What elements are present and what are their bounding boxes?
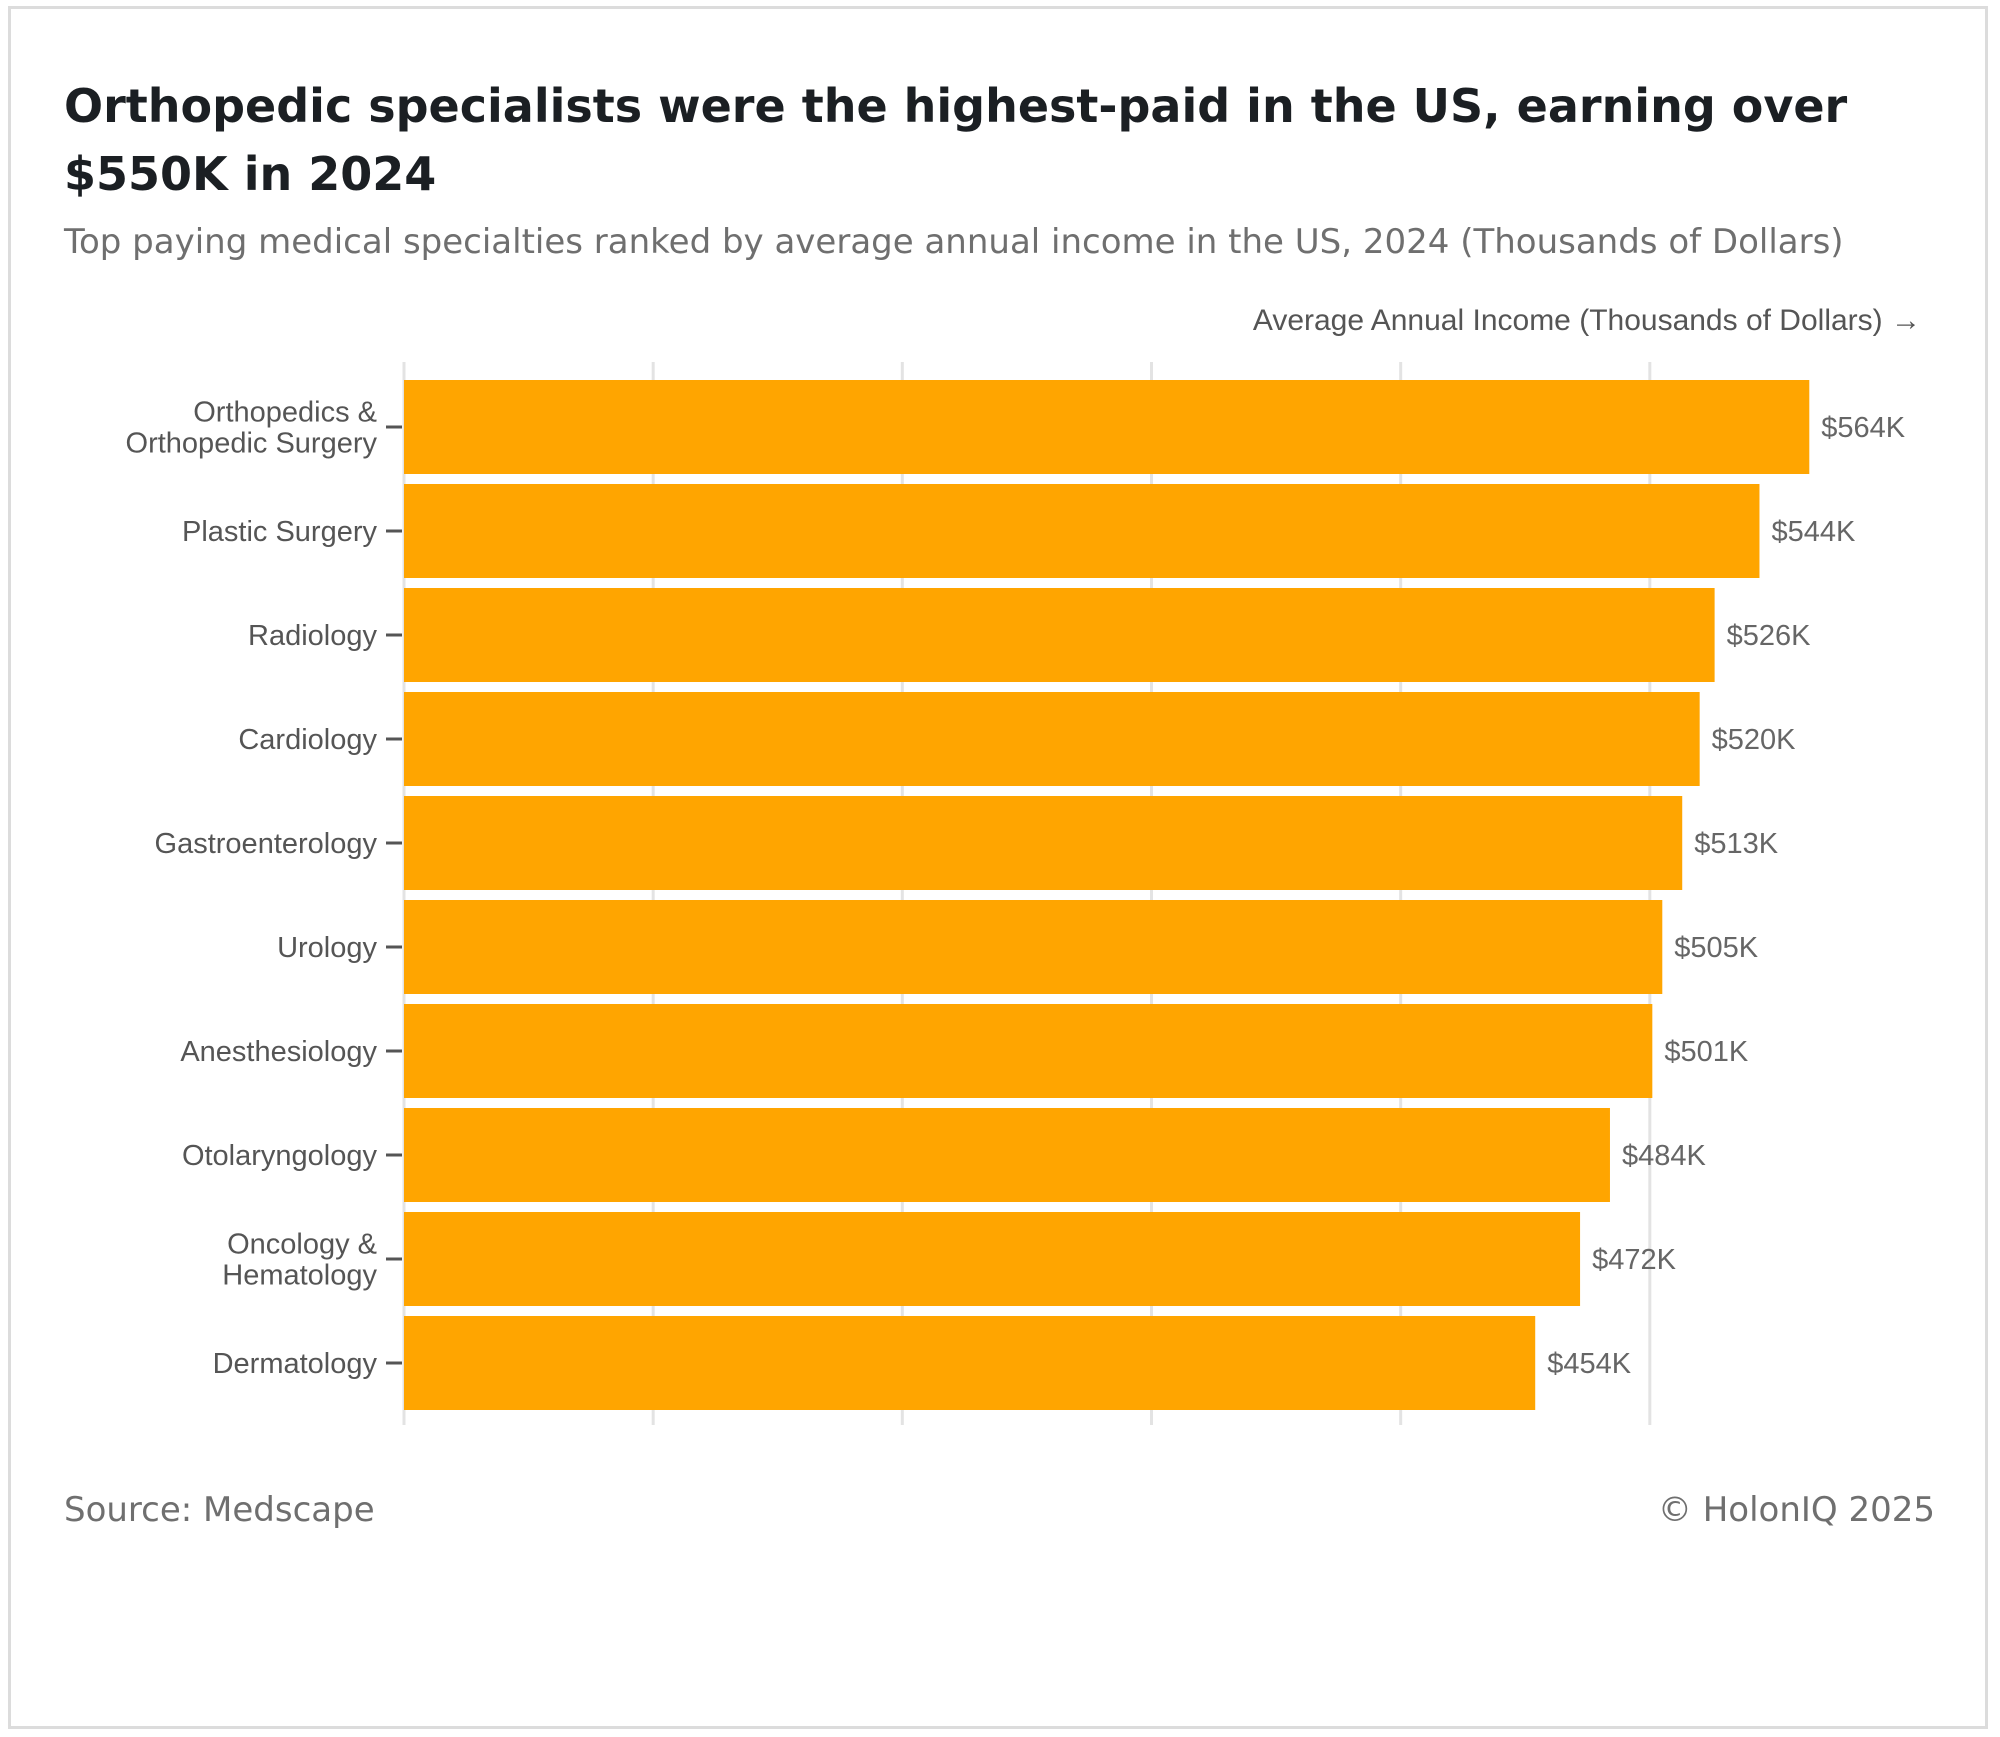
category-label-7: Otolaryngology [182,1140,378,1172]
category-label-line: Anesthesiology [180,1036,377,1068]
bar-4 [404,796,1683,890]
category-label-0: Orthopedics & Orthopedic Surgery [126,397,378,460]
source-note: Source: Medscape [64,1490,375,1530]
category-label-4: Gastroenterology [155,828,378,860]
bar-8 [404,1212,1581,1306]
category-label-line: Hematology [222,1260,377,1292]
data-label-2: $526K [1727,620,1812,652]
data-label-1: $544K [1771,516,1856,548]
bar-7 [404,1108,1610,1202]
data-label-3: $520K [1712,724,1797,756]
data-label-9: $454K [1547,1348,1632,1380]
category-label-2: Radiology [248,620,377,652]
chart-title: Orthopedic specialists were the highest-… [64,79,1848,201]
copyright-note: © HolonIQ 2025 [1657,1490,1935,1530]
data-label-8: $472K [1592,1244,1677,1276]
category-label-line: Gastroenterology [155,828,378,860]
chart-subtitle: Top paying medical specialties ranked by… [64,222,1844,262]
category-label-5: Urology [277,932,377,964]
category-label-line: Cardiology [238,724,377,756]
data-labels: $564K $544K $526K $520K $513K $505K $501K $484K… [1547,412,1906,1380]
bar-5 [404,900,1663,994]
data-label-5: $505K [1674,932,1759,964]
bar-2 [404,588,1715,682]
data-label-6: $501K [1664,1036,1749,1068]
bar-1 [404,484,1760,578]
data-label-0: $564K [1821,412,1906,444]
bar-3 [404,692,1700,786]
category-label-8: Oncology & Hematology [222,1229,377,1292]
category-label-line: Urology [277,932,377,964]
bars [404,380,1810,1410]
data-label-7: $484K [1622,1140,1707,1172]
bar-6 [404,1004,1653,1098]
bar-9 [404,1316,1536,1410]
category-label-line: Plastic Surgery [182,516,378,548]
category-label-line: Orthopedics & [193,397,377,429]
category-labels: Orthopedics & Orthopedic Surgery Plastic S… [126,397,402,1380]
data-label-4: $513K [1694,828,1779,860]
category-label-line: Orthopedic Surgery [126,428,378,460]
category-label-line: Oncology & [227,1229,377,1261]
category-label-9: Dermatology [213,1348,378,1380]
category-label-1: Plastic Surgery [182,516,378,548]
category-label-line: Dermatology [213,1348,378,1380]
category-label-line: Radiology [248,620,377,652]
x-axis-title: Average Annual Income (Thousands of Doll… [1253,304,1921,337]
category-label-3: Cardiology [238,724,377,756]
category-label-line: Otolaryngology [182,1140,378,1172]
category-label-6: Anesthesiology [180,1036,377,1068]
bar-0 [404,380,1810,474]
